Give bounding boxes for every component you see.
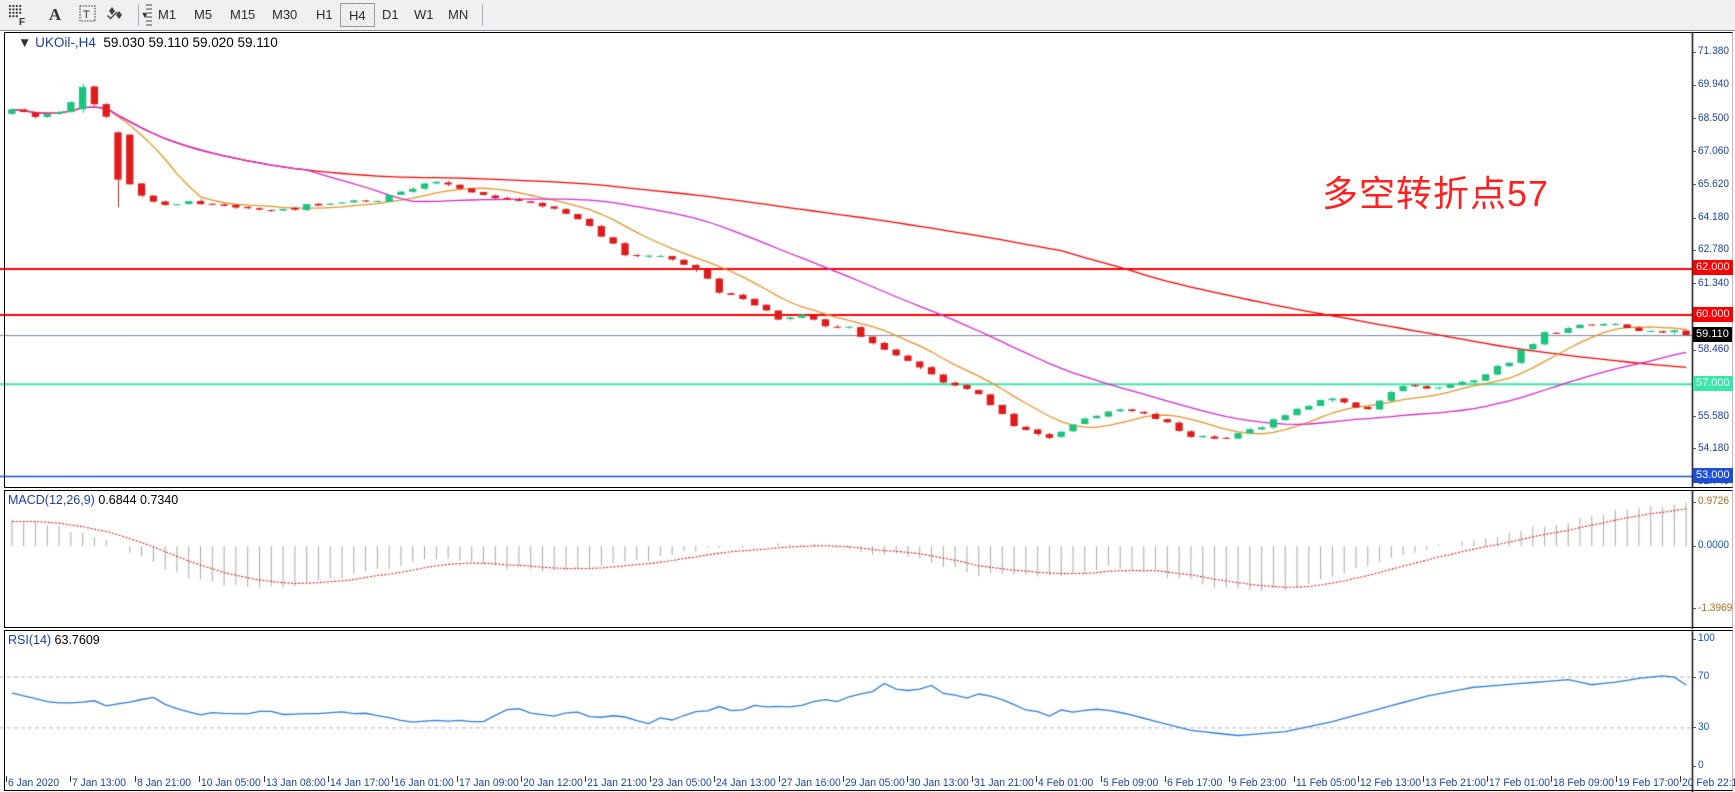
svg-text:F: F — [19, 17, 25, 26]
svg-text:T: T — [83, 9, 90, 21]
